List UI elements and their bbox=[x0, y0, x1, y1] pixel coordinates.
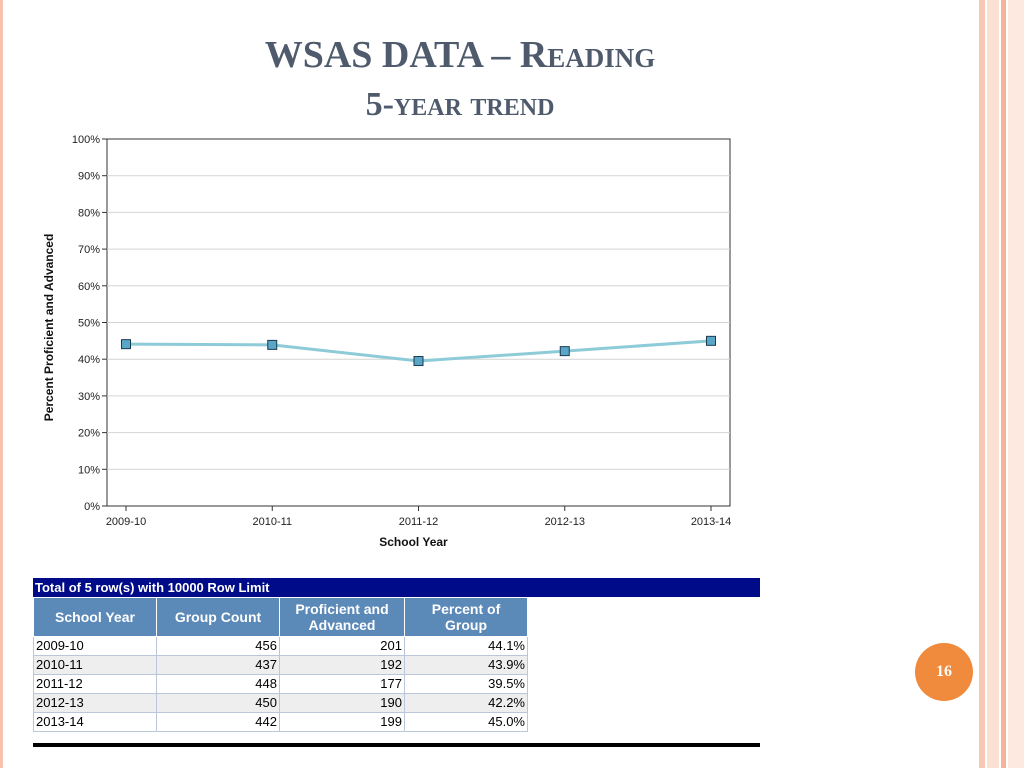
decorative-stripes bbox=[979, 0, 1024, 768]
cell-percent-of-group: 44.1% bbox=[404, 636, 528, 656]
cell-percent-of-group: 43.9% bbox=[404, 655, 528, 675]
y-tick-label: 80% bbox=[78, 207, 100, 219]
data-point-marker bbox=[706, 335, 716, 346]
cell-proficient-advanced: 199 bbox=[279, 712, 405, 732]
table-row: 2009-10 456 201 44.1% bbox=[33, 636, 528, 656]
cell-proficient-advanced: 201 bbox=[279, 636, 405, 656]
y-tick-label: 30% bbox=[78, 391, 100, 403]
table-row-limit-header: Total of 5 row(s) with 10000 Row Limit bbox=[33, 578, 760, 597]
x-tick-label: 2012-13 bbox=[545, 516, 585, 528]
cell-group-count: 450 bbox=[156, 693, 280, 713]
column-header-proficient-advanced[interactable]: Proficient and Advanced bbox=[279, 597, 405, 637]
data-point-marker bbox=[559, 346, 570, 357]
y-axis-label: Percent Proficient and Advanced bbox=[42, 234, 56, 422]
x-axis-label: School Year bbox=[379, 535, 448, 549]
y-tick-label: 0% bbox=[84, 501, 100, 513]
cell-group-count: 456 bbox=[156, 636, 280, 656]
left-accent-line bbox=[0, 0, 3, 768]
y-tick-label: 40% bbox=[78, 354, 100, 366]
x-tick-label: 2009-10 bbox=[106, 516, 146, 528]
cell-percent-of-group: 42.2% bbox=[404, 693, 528, 713]
y-tick-label: 20% bbox=[78, 428, 100, 440]
data-table: School Year Group Count Proficient and A… bbox=[33, 597, 528, 732]
cell-school-year: 2012-13 bbox=[33, 693, 157, 713]
table-row: 2010-11 437 192 43.9% bbox=[33, 655, 528, 675]
page-number-badge: 16 bbox=[915, 643, 973, 701]
cell-school-year: 2009-10 bbox=[33, 636, 157, 656]
column-header-group-count[interactable]: Group Count bbox=[156, 597, 280, 637]
y-tick-label: 10% bbox=[78, 464, 100, 476]
y-tick-label: 90% bbox=[78, 171, 100, 183]
cell-proficient-advanced: 177 bbox=[279, 674, 405, 694]
title-line-2: 5-year trend bbox=[365, 86, 555, 123]
slide-title: WSAS DATA – Reading 5-year trend bbox=[130, 30, 790, 130]
x-tick-label: 2011-12 bbox=[399, 516, 439, 528]
cell-school-year: 2013-14 bbox=[33, 712, 157, 732]
y-tick-label: 100% bbox=[72, 134, 100, 146]
title-subject: Reading bbox=[519, 34, 656, 76]
table-row: 2011-12 448 177 39.5% bbox=[33, 674, 528, 694]
y-tick-label: 50% bbox=[78, 318, 100, 330]
trend-line-chart: 0% 10% 20% 30% 40% 50% 60% 70% 80% 90% 100% 2009-10… bbox=[42, 134, 731, 549]
table-row: 2012-13 450 190 42.2% bbox=[33, 693, 528, 713]
title-line-1: WSAS DATA – Reading bbox=[130, 30, 790, 80]
cell-group-count: 448 bbox=[156, 674, 280, 694]
column-header-school-year[interactable]: School Year bbox=[33, 597, 157, 637]
cell-group-count: 442 bbox=[156, 712, 280, 732]
y-tick-label: 60% bbox=[78, 281, 100, 293]
table-header-row: School Year Group Count Proficient and A… bbox=[33, 597, 528, 637]
data-point-marker bbox=[267, 339, 278, 350]
cell-school-year: 2010-11 bbox=[33, 655, 157, 675]
table-row: 2013-14 442 199 45.0% bbox=[33, 712, 528, 732]
x-tick-label: 2013-14 bbox=[691, 516, 731, 528]
cell-percent-of-group: 39.5% bbox=[404, 674, 528, 694]
cell-proficient-advanced: 190 bbox=[279, 693, 405, 713]
cell-percent-of-group: 45.0% bbox=[404, 712, 528, 732]
cell-proficient-advanced: 192 bbox=[279, 655, 405, 675]
title-prefix: WSAS DATA – bbox=[264, 34, 520, 76]
column-header-percent-of-group[interactable]: Percent of Group bbox=[404, 597, 528, 637]
cell-school-year: 2011-12 bbox=[33, 674, 157, 694]
x-tick-label: 2010-11 bbox=[252, 516, 292, 528]
table-bottom-rule bbox=[33, 743, 760, 747]
data-point-marker bbox=[121, 339, 131, 350]
data-point-marker bbox=[413, 356, 424, 367]
data-table-panel: Total of 5 row(s) with 10000 Row Limit S… bbox=[33, 578, 760, 732]
cell-group-count: 437 bbox=[156, 655, 280, 675]
y-tick-label: 70% bbox=[78, 244, 100, 256]
